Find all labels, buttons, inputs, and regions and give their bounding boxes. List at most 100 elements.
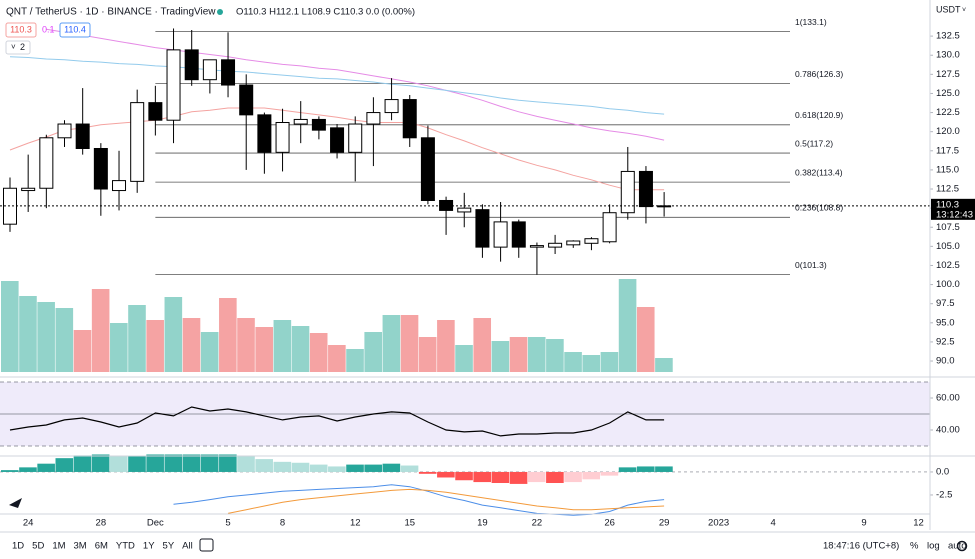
macd-histogram-bar [182,454,201,472]
macd-histogram-bar [328,466,346,472]
volume-bar [546,339,564,372]
candle-body [493,221,508,248]
macd-histogram-bar [582,471,601,480]
macd-histogram-bar [200,454,219,472]
y-tick-label: 105.0 [936,241,960,252]
moving-average [46,28,665,141]
indicator-count: 2 [20,42,25,52]
candle-body [93,147,108,190]
calendar-icon[interactable] [199,538,214,552]
candle-body [166,49,181,121]
volume-bar [73,330,92,372]
ma-badge[interactable] [5,22,37,38]
volume-bar [509,337,528,372]
macd-histogram-bar [19,467,37,472]
volume-bar [328,345,346,372]
signal-line [227,488,665,514]
candle-body [112,180,127,192]
scale-option[interactable]: % [910,541,919,552]
candle-body [602,212,617,243]
macd-histogram-bar [564,471,582,483]
x-tick-label: 28 [96,518,107,529]
rsi-line [9,406,665,437]
candle-body [21,187,36,192]
candle-body [402,99,417,139]
volume-bar [219,298,237,372]
range-button[interactable]: 6M [95,541,108,552]
y-tick-label: 117.5 [936,145,959,156]
x-tick-label: 5 [225,518,230,529]
fib-label: 0(101.3) [795,260,827,270]
volume-bar [55,308,74,372]
volume-bar [564,352,582,372]
volume-bar [636,307,655,372]
ma-value: 0.1 [42,24,55,34]
ma-badge-value: 110.4 [64,24,86,34]
settings-icon[interactable] [956,540,968,552]
volume-bar [364,332,382,372]
currency[interactable]: USDT [936,4,961,14]
candle-body [39,137,54,189]
range-button[interactable]: 1Y [143,541,155,552]
candle-body [184,49,199,81]
y-tick-label: 102.5 [936,260,960,271]
x-tick-label: 12 [913,518,924,529]
macd-histogram-bar [400,465,419,472]
x-tick-label: 8 [280,518,285,529]
volume-bar [346,349,364,372]
candle-body [548,242,563,248]
price-tag-value: 110.3 [936,199,959,210]
candle-body [529,245,544,248]
range-button[interactable]: All [182,541,193,552]
candle-body [475,209,490,248]
y-tick-label: 127.5 [936,69,960,80]
indicator-panes [0,381,930,516]
range-button[interactable]: YTD [116,541,135,552]
x-tick-label: 15 [404,518,415,529]
range-button[interactable]: 1D [12,541,24,552]
y-tick-label: 125.0 [936,88,960,99]
ma-badge[interactable] [59,22,91,38]
macd-histogram-bar [655,466,673,472]
macd-histogram-bar [364,464,382,472]
range-button[interactable]: 5Y [163,541,175,552]
volume-bar [91,289,110,372]
candle-body [348,123,363,153]
volume-bar [418,337,437,372]
volume-bar [291,326,310,372]
volume-bar [618,279,637,372]
y-tick-label: 130.0 [936,50,960,61]
volume-bar [237,318,255,372]
macd-histogram-bar [219,454,237,472]
macd-histogram-bar [527,471,546,483]
range-button[interactable]: 3M [74,541,87,552]
volume-bar [437,320,455,372]
macd-histogram-bar [455,471,473,481]
volume-bar [491,341,510,372]
volume-bar [200,332,219,372]
macd-histogram-bar [55,458,74,472]
macd-histogram-bar [418,471,437,474]
macd-histogram-bar [546,471,564,483]
volume-bar [273,320,292,372]
macd-histogram-bar [146,454,164,472]
macd-histogram-bar [291,462,310,472]
y-tick-label: 107.5 [936,222,960,233]
range-button[interactable]: 5D [32,541,44,552]
range-button[interactable]: 1M [52,541,65,552]
x-tick-label: 22 [532,518,543,529]
indicator-toggle[interactable] [5,40,31,55]
macd-histogram-bar [382,463,401,472]
y-tick-label: 122.5 [936,107,960,118]
scale-option[interactable]: log [927,541,940,552]
candle-body [420,137,435,201]
rsi-tick-label: 60.00 [936,393,960,404]
volume-bar [182,318,201,372]
macd-tick-label: -2.5 [936,489,952,500]
x-tick-label: 9 [861,518,866,529]
volume-bar [309,333,328,372]
x-tick-label: 2023 [708,518,729,529]
fib-label: 0.236(108.8) [795,203,843,213]
macd-histogram-bar [437,471,455,478]
macd-histogram-bar [237,456,255,472]
